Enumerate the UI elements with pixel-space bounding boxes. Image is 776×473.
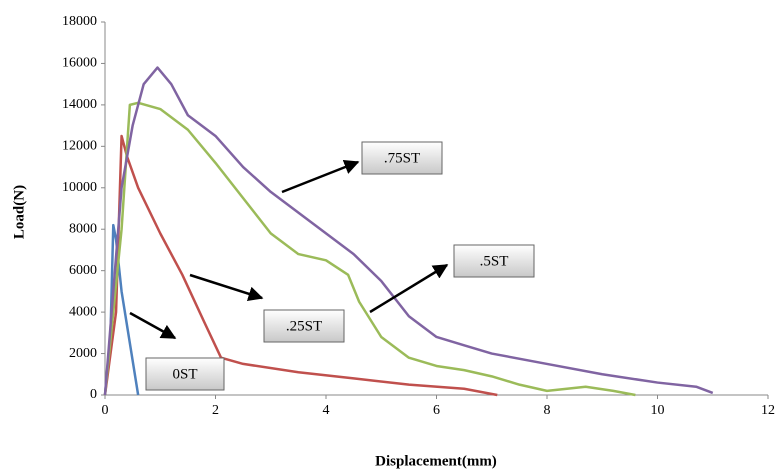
y-tick-label: 2000	[69, 346, 97, 361]
x-axis-title: Displacement(mm)	[375, 453, 497, 469]
x-tick-label: 8	[544, 403, 551, 418]
y-tick-label: 16000	[62, 56, 97, 71]
y-tick-label: 18000	[62, 14, 97, 29]
annotation-box	[453, 244, 535, 278]
series-line	[103, 101, 636, 397]
annotation-box	[145, 357, 225, 391]
y-tick-label: 10000	[62, 180, 97, 195]
x-tick-label: 2	[212, 403, 219, 418]
y-tick-label: 12000	[62, 139, 97, 154]
y-tick-label: 4000	[69, 304, 97, 319]
x-tick-label: 4	[323, 403, 330, 418]
annotation-box	[263, 309, 345, 343]
y-tick-label: 14000	[62, 97, 97, 112]
annotation-label: 0ST	[172, 366, 197, 382]
x-tick-label: 12	[761, 403, 775, 418]
annotation-box	[361, 141, 443, 175]
series-line	[103, 66, 714, 396]
annotation-arrow	[189, 273, 264, 302]
y-tick-label: 6000	[69, 263, 97, 278]
annotation-arrow	[129, 311, 177, 340]
x-tick-label: 6	[433, 403, 440, 418]
x-tick-label: 0	[102, 403, 109, 418]
x-tick-label: 10	[651, 403, 665, 418]
annotation-arrow	[281, 159, 360, 194]
annotation-arrow	[369, 263, 449, 314]
y-tick-label: 0	[90, 387, 97, 402]
annotation-label: .75ST	[384, 150, 420, 166]
y-tick-label: 8000	[69, 221, 97, 236]
annotation-label: .25ST	[286, 318, 322, 334]
y-axis-title: Load(N)	[11, 185, 27, 239]
series-line	[103, 134, 498, 397]
annotation-label: .5ST	[480, 253, 509, 269]
series-line	[103, 223, 140, 396]
